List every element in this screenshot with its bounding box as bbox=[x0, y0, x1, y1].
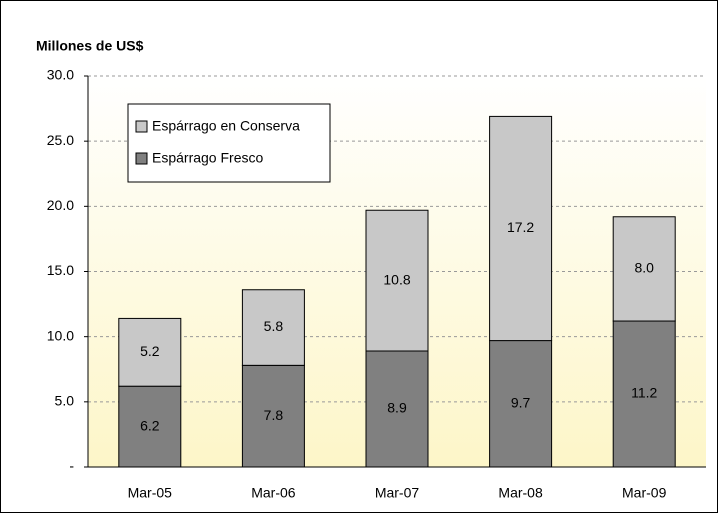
y-tick-label: 5.0 bbox=[55, 393, 75, 409]
x-tick-label: Mar-07 bbox=[375, 485, 420, 501]
y-axis-label: Millones de US$ bbox=[36, 38, 144, 54]
data-label: 5.2 bbox=[140, 343, 160, 359]
data-label: 7.8 bbox=[264, 407, 284, 423]
bar-segment bbox=[365, 350, 429, 468]
y-tick-label: 10.0 bbox=[47, 327, 74, 343]
data-label: 17.2 bbox=[507, 219, 534, 235]
y-tick-label: 15.0 bbox=[47, 262, 74, 278]
legend-swatch bbox=[135, 152, 148, 165]
bar-segment bbox=[489, 115, 553, 342]
x-tick-label: Mar-08 bbox=[498, 485, 543, 501]
bar-segment bbox=[118, 385, 182, 468]
bar-segment bbox=[118, 317, 182, 387]
y-tick-label: - bbox=[69, 458, 74, 474]
data-label: 10.8 bbox=[383, 271, 410, 287]
x-tick-label: Mar-09 bbox=[622, 485, 667, 501]
data-label: 8.9 bbox=[387, 400, 407, 416]
bar-segment bbox=[489, 340, 553, 468]
data-label: 9.7 bbox=[511, 394, 531, 410]
y-tick-label: 25.0 bbox=[47, 132, 74, 148]
data-label: 5.8 bbox=[264, 318, 284, 334]
legend-label: Espárrago Fresco bbox=[152, 150, 263, 166]
data-label: 11.2 bbox=[631, 385, 657, 401]
bar-segment bbox=[612, 216, 676, 322]
bar-segment bbox=[612, 320, 676, 468]
bar-segment bbox=[241, 364, 305, 468]
data-label: 8.0 bbox=[634, 260, 654, 276]
legend-box bbox=[127, 103, 331, 183]
y-tick-label: 30.0 bbox=[47, 67, 74, 83]
y-tick-label: 20.0 bbox=[47, 197, 74, 213]
data-label: 6.2 bbox=[140, 417, 160, 433]
x-tick-label: Mar-05 bbox=[128, 485, 173, 501]
x-tick-label: Mar-06 bbox=[251, 485, 296, 501]
bar-segment bbox=[365, 209, 429, 352]
legend-swatch bbox=[135, 120, 148, 133]
bar-segment bbox=[241, 289, 305, 366]
legend-label: Espárrago en Conserva bbox=[152, 118, 300, 134]
